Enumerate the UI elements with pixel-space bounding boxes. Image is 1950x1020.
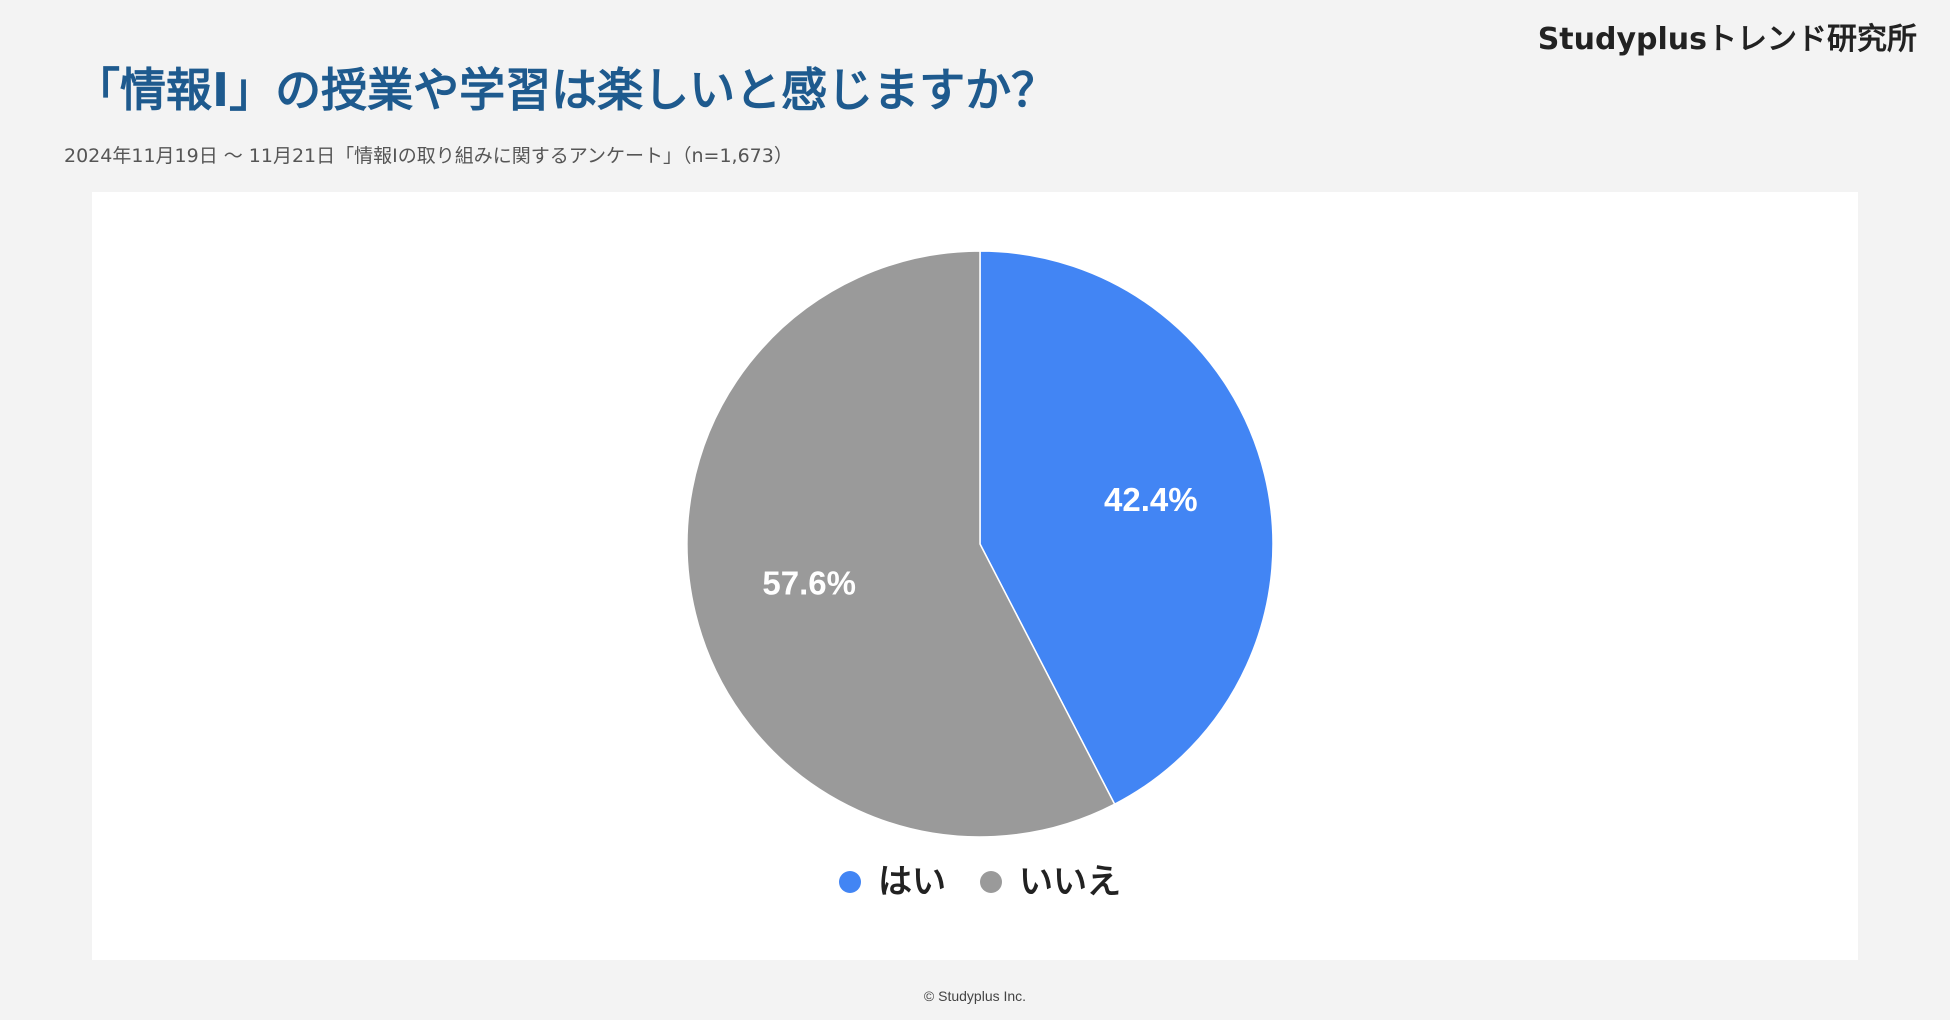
legend-label-2: いいえ: [1019, 862, 1121, 902]
pie-chart: 42.4% 57.6% はい いいえ: [686, 250, 1274, 902]
chart-subtitle: 2024年11月19日 〜 11月21日「情報Ⅰの取り組みに関するアンケート」（…: [64, 145, 793, 167]
chart-panel: 42.4% 57.6% はい いいえ: [92, 192, 1858, 960]
slice-value-label-1: 42.4%: [1104, 481, 1198, 518]
copyright-notice: © Studyplus Inc.: [923, 988, 1027, 1004]
pie-slice-2: [686, 250, 1116, 838]
legend-item-1: はい: [839, 862, 946, 902]
legend-swatch-1: [839, 871, 861, 893]
chart-title: 「情報Ⅰ」の授業や学習は楽しいと感じますか？: [74, 63, 1058, 117]
brand-logo: Studyplusトレンド研究所: [1537, 22, 1917, 57]
legend-label-1: はい: [878, 862, 946, 902]
pie-slice-labels: 42.4% 57.6%: [762, 481, 1197, 601]
pie-slices: [686, 250, 1274, 838]
slice-value-label-2: 57.6%: [762, 564, 856, 601]
legend-swatch-2: [980, 871, 1002, 893]
pie-slice-1: [979, 250, 1274, 806]
legend-item-2: いいえ: [980, 862, 1121, 902]
chart-legend: はい いいえ: [839, 862, 1121, 902]
